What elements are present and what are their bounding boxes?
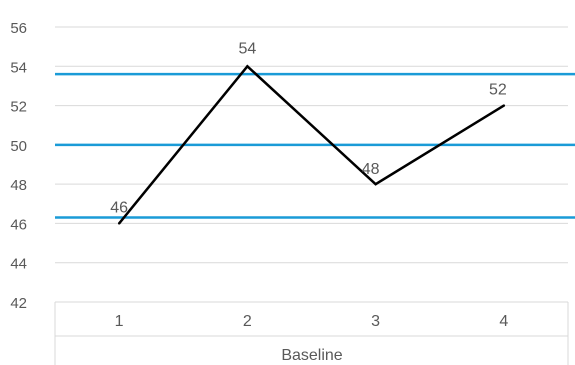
x-axis-tick-labels: 1 2 3 4 — [115, 313, 509, 330]
data-point-2 — [246, 65, 249, 68]
data-labels: 46 54 48 52 — [110, 40, 507, 216]
y-tick-label-44: 44 — [10, 256, 27, 273]
y-tick-label-46: 46 — [10, 216, 27, 233]
reference-lines — [55, 72, 575, 219]
data-label-1: 46 — [110, 199, 128, 216]
y-tick-label-52: 52 — [10, 99, 27, 116]
y-axis-tick-labels: 42 44 46 48 50 52 54 56 — [10, 20, 27, 312]
y-tick-label-50: 50 — [10, 138, 27, 155]
category-axis-box — [54, 301, 569, 365]
series-line-1 — [118, 64, 505, 225]
data-point-1 — [117, 222, 121, 225]
series-lines — [117, 64, 506, 225]
x-axis-title: Baseline — [281, 347, 342, 364]
y-tick-label-54: 54 — [10, 59, 27, 76]
data-point-4 — [502, 104, 506, 107]
data-label-2: 54 — [238, 40, 256, 57]
x-tick-label-1: 1 — [115, 313, 124, 330]
data-label-3: 48 — [362, 161, 380, 178]
y-tick-label-56: 56 — [10, 20, 27, 37]
data-label-4: 52 — [489, 82, 507, 99]
x-tick-label-2: 2 — [243, 313, 252, 330]
data-point-3 — [374, 182, 377, 186]
x-tick-label-4: 4 — [499, 313, 508, 330]
y-tick-label-48: 48 — [10, 177, 27, 194]
x-tick-label-3: 3 — [371, 313, 380, 330]
y-tick-label-42: 42 — [10, 295, 27, 312]
